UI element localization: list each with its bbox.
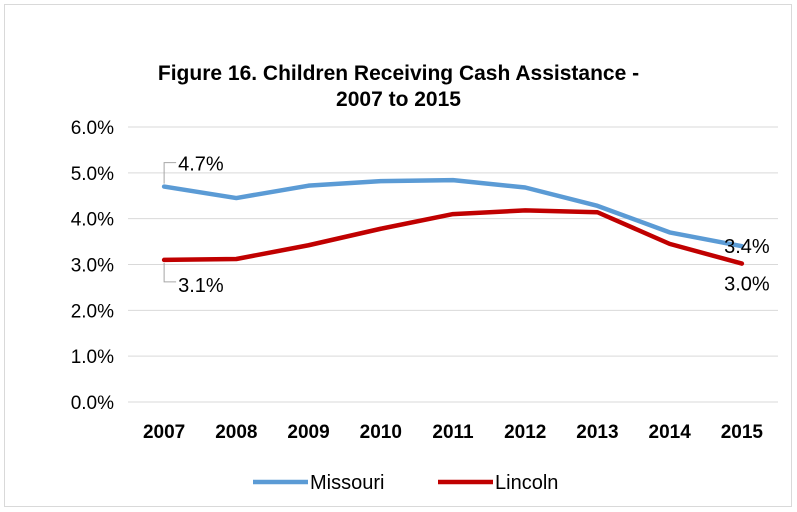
x-axis-ticks: 2007 2008 2009 2010 2011 2012 2013 2014 2015	[143, 422, 763, 443]
legend: Missouri Lincoln	[253, 472, 558, 494]
y-tick-label: 2.0%	[71, 301, 114, 322]
series-line-lincoln	[161, 208, 745, 266]
data-label-lincoln-last: 3.0%	[724, 274, 770, 296]
y-tick-label: 5.0%	[71, 164, 114, 185]
x-tick-label: 2013	[576, 422, 618, 443]
gridlines	[128, 126, 778, 403]
series-lines	[161, 177, 745, 266]
x-tick-label: 2010	[360, 422, 402, 443]
leader-line	[163, 262, 177, 283]
data-label-missouri-first: 4.7%	[178, 154, 224, 176]
x-tick-label: 2008	[215, 422, 257, 443]
x-tick-label: 2012	[504, 422, 546, 443]
y-tick-label: 1.0%	[71, 347, 114, 368]
y-axis-ticks: 0.0% 1.0% 2.0% 3.0% 4.0% 5.0% 6.0%	[71, 118, 114, 414]
y-tick-label: 0.0%	[71, 393, 114, 414]
leader-line	[163, 162, 177, 184]
x-tick-label: 2015	[721, 422, 764, 443]
legend-label-missouri: Missouri	[310, 472, 384, 494]
x-tick-label: 2007	[143, 422, 185, 443]
x-tick-label: 2009	[287, 422, 329, 443]
x-tick-label: 2014	[649, 422, 692, 443]
legend-label-lincoln: Lincoln	[495, 472, 558, 494]
chart-frame	[4, 4, 792, 507]
chart-title-line2: 2007 to 2015	[336, 88, 461, 111]
x-tick-label: 2011	[432, 422, 474, 443]
chart-title-line1: Figure 16. Children Receiving Cash Assis…	[157, 62, 640, 85]
data-label-lincoln-first: 3.1%	[178, 275, 224, 297]
y-tick-label: 6.0%	[71, 118, 114, 139]
series-line-missouri	[161, 177, 745, 249]
y-tick-label: 4.0%	[71, 210, 114, 231]
y-tick-label: 3.0%	[71, 256, 114, 277]
data-labels: 4.7% 3.1% 3.4% 3.0%	[163, 154, 770, 297]
chart-title: Figure 16. Children Receiving Cash Assis…	[0, 61, 797, 113]
data-label-missouri-last: 3.4%	[724, 236, 770, 258]
